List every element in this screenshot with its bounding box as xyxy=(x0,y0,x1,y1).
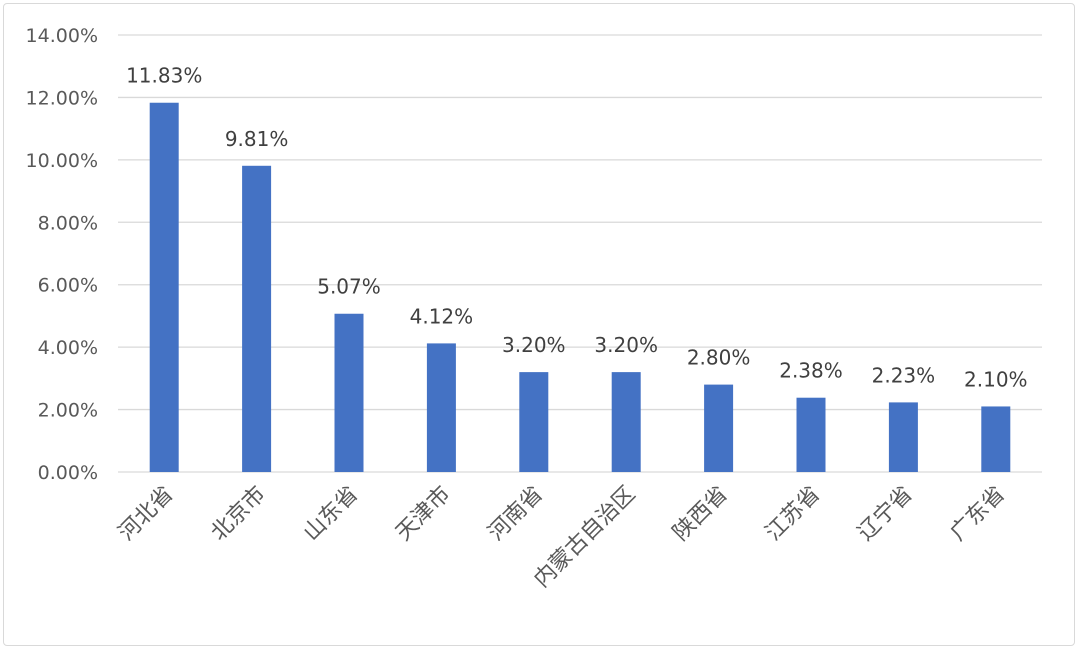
category-label: 山东省 xyxy=(299,482,363,546)
category-label: 江苏省 xyxy=(761,482,825,546)
gridlines xyxy=(118,34,1042,473)
data-label: 3.20% xyxy=(502,333,566,357)
category-label: 辽宁省 xyxy=(853,482,917,546)
bar xyxy=(611,372,641,472)
category-label: 广东省 xyxy=(946,482,1010,546)
data-label: 3.20% xyxy=(594,333,658,357)
category-label: 河南省 xyxy=(484,482,548,546)
bar xyxy=(796,397,826,472)
bar xyxy=(704,384,734,472)
y-tick-label: 14.00% xyxy=(26,25,98,47)
category-label: 天津市 xyxy=(391,482,455,546)
y-tick-label: 10.00% xyxy=(26,150,98,172)
bar xyxy=(149,102,179,473)
chart-frame xyxy=(3,3,1075,646)
data-label: 2.38% xyxy=(779,359,843,383)
bar xyxy=(888,402,918,472)
bar xyxy=(334,313,364,472)
data-label: 9.81% xyxy=(225,127,289,151)
bars xyxy=(149,102,1011,473)
data-label: 2.10% xyxy=(964,367,1028,391)
data-label: 2.23% xyxy=(872,363,936,387)
data-label: 5.07% xyxy=(317,275,381,299)
y-tick-label: 0.00% xyxy=(38,462,98,484)
bar xyxy=(426,343,456,472)
data-label: 11.83% xyxy=(126,64,202,88)
category-label: 北京市 xyxy=(206,482,270,546)
y-tick-label: 8.00% xyxy=(38,212,98,234)
category-label: 陕西省 xyxy=(668,482,732,546)
category-label: 河北省 xyxy=(114,482,178,546)
y-axis-tick-labels: 0.00% 2.00% 4.00% 6.00% 8.00% 10.00% 12.00% 14.… xyxy=(26,25,98,484)
bar xyxy=(519,372,549,472)
data-label: 2.80% xyxy=(687,346,751,370)
y-tick-label: 4.00% xyxy=(38,337,98,359)
data-label: 4.12% xyxy=(410,304,474,328)
y-tick-label: 2.00% xyxy=(38,400,98,422)
y-tick-label: 12.00% xyxy=(26,87,98,109)
y-tick-label: 6.00% xyxy=(38,275,98,297)
bar xyxy=(242,165,272,473)
bar xyxy=(981,406,1011,472)
data-labels: 11.83% 9.81% 5.07% 4.12% 3.20% 3.20% 2.80% 2.38… xyxy=(126,64,1028,392)
